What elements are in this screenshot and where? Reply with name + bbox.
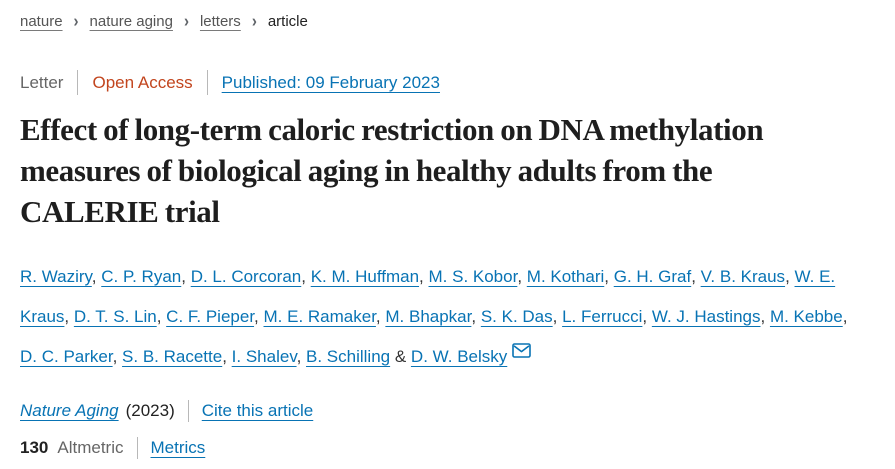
published-date-link[interactable]: Published: 09 February 2023 — [221, 72, 440, 92]
authors-line: R. Waziry, C. P. Ryan, D. L. Corcoran, K… — [20, 257, 863, 377]
divider — [206, 70, 208, 95]
author-link[interactable]: V. B. Kraus — [700, 267, 786, 286]
author-separator: , — [604, 267, 614, 286]
author-link[interactable]: B. Schilling — [306, 347, 391, 366]
author-separator: , — [842, 307, 848, 326]
breadcrumb-article: article — [267, 13, 308, 30]
journal-link[interactable]: Nature Aging — [20, 401, 119, 420]
chevron-right-icon: › — [251, 11, 257, 32]
author-link[interactable]: C. F. Pieper — [166, 307, 255, 326]
author-link[interactable]: D. T. S. Lin — [73, 307, 157, 326]
author-separator: , — [760, 307, 770, 326]
cite-this-article-link[interactable]: Cite this article — [201, 401, 314, 420]
author-link[interactable]: M. E. Ramaker — [263, 307, 376, 326]
author-link[interactable]: W. J. Hastings — [651, 307, 761, 326]
chevron-right-icon: › — [73, 11, 79, 32]
author-separator: , — [419, 267, 429, 286]
article-header: nature › nature aging › letters › articl… — [20, 13, 863, 459]
article-type-label: Letter — [20, 72, 64, 92]
author-link[interactable]: S. K. Das — [480, 307, 553, 326]
author-separator: , — [296, 347, 307, 366]
altmetric-count: 130 — [20, 438, 49, 457]
author-link[interactable]: I. Shalev — [231, 347, 297, 366]
author-separator: , — [785, 267, 795, 286]
breadcrumb: nature › nature aging › letters › articl… — [20, 13, 863, 30]
author-link[interactable]: M. Kothari — [526, 267, 605, 286]
author-separator: , — [471, 307, 481, 326]
author-link[interactable]: M. S. Kobor — [428, 267, 518, 286]
chevron-right-icon: › — [183, 11, 189, 32]
altmetric-label: Altmetric — [57, 438, 124, 457]
author-separator: , — [91, 267, 102, 286]
author-separator: , — [301, 267, 311, 286]
author-link[interactable]: M. Bhapkar — [385, 307, 472, 326]
breadcrumb-nature[interactable]: nature — [20, 13, 63, 30]
author-separator: , — [552, 307, 563, 326]
divider — [77, 70, 79, 95]
open-access-label: Open Access — [92, 72, 193, 92]
journal-year: (2023) — [125, 401, 175, 420]
author-link[interactable]: L. Ferrucci — [562, 307, 643, 326]
author-separator: , — [64, 307, 74, 326]
divider — [136, 437, 138, 459]
author-link[interactable]: D. W. Belsky — [410, 347, 508, 366]
breadcrumb-letters[interactable]: letters — [199, 13, 241, 30]
author-separator: , — [181, 267, 191, 286]
author-separator: , — [156, 307, 167, 326]
author-link[interactable]: M. Kebbe — [769, 307, 843, 326]
author-link[interactable]: C. P. Ryan — [101, 267, 182, 286]
author-link[interactable]: S. B. Racette — [122, 347, 223, 366]
author-link[interactable]: D. C. Parker — [20, 347, 113, 366]
article-title: Effect of long-term caloric restriction … — [20, 112, 764, 229]
author-separator: , — [254, 307, 264, 326]
author-link[interactable]: K. M. Huffman — [310, 267, 420, 286]
author-list: R. Waziry, C. P. Ryan, D. L. Corcoran, K… — [20, 267, 847, 366]
author-separator: , — [375, 307, 386, 326]
citation-line: Nature Aging (2023) Cite this article — [20, 400, 863, 422]
author-link[interactable]: W. E. Kraus — [20, 267, 836, 326]
author-link[interactable]: G. H. Graf — [613, 267, 692, 286]
divider — [187, 400, 189, 422]
envelope-icon[interactable] — [512, 343, 532, 358]
author-ampersand: & — [390, 347, 411, 366]
author-separator: , — [222, 347, 232, 366]
metrics-line: 130 Altmetric Metrics — [20, 437, 863, 459]
author-separator: , — [112, 347, 123, 366]
metrics-link[interactable]: Metrics — [150, 438, 206, 457]
author-separator: , — [642, 307, 652, 326]
author-separator: , — [691, 267, 701, 286]
author-link[interactable]: R. Waziry — [20, 267, 92, 286]
breadcrumb-nature-aging[interactable]: nature aging — [89, 13, 173, 30]
author-separator: , — [517, 267, 527, 286]
author-link[interactable]: D. L. Corcoran — [190, 267, 302, 286]
article-meta-bar: Letter Open Access Published: 09 Februar… — [20, 70, 863, 95]
